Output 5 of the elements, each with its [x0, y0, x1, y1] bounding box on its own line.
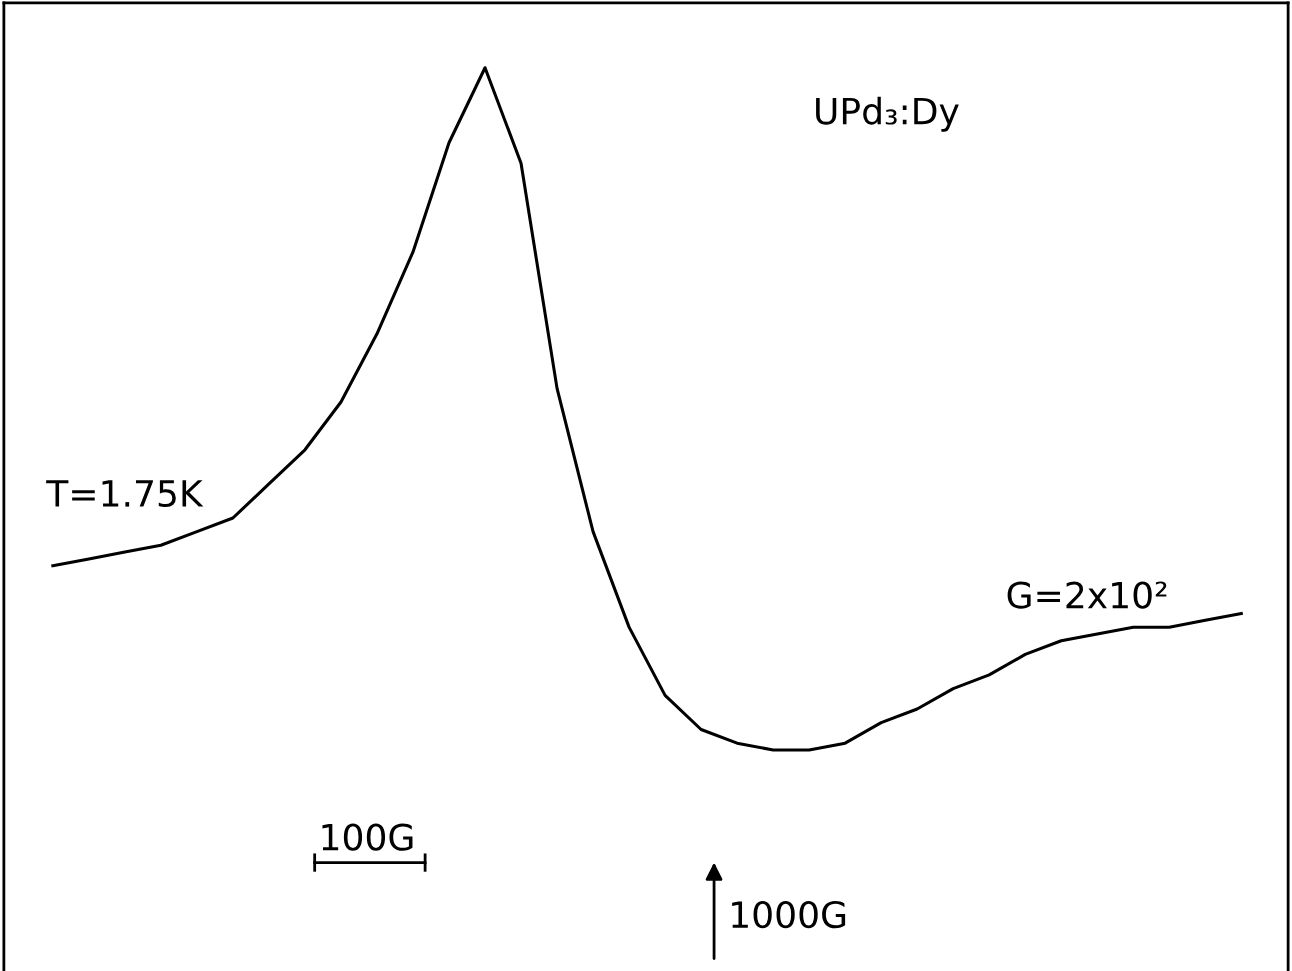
text: 1000G: [732, 900, 846, 929]
text: 100G: [322, 823, 413, 851]
annotation: G=2x10²: [1007, 581, 1167, 609]
annotation: T=1.75K: [46, 480, 204, 508]
annotation: UPd₃:Dy: [816, 96, 959, 132]
